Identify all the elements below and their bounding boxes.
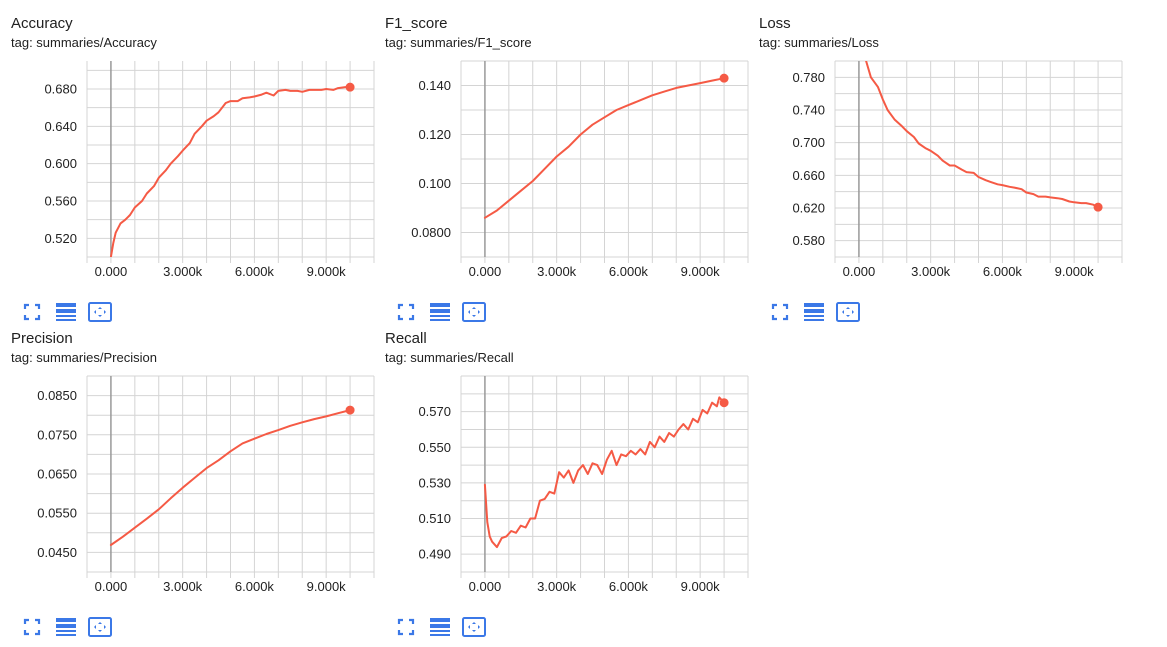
series-end-point [345,82,355,92]
y-tick-label: 0.700 [792,135,825,150]
fit-domain-icon[interactable] [461,299,487,325]
y-tick-label: 0.490 [418,547,451,562]
chart-tag: tag: summaries/Accuracy [11,35,157,50]
chart-tag: tag: summaries/Loss [759,35,879,50]
y-tick-label: 0.0850 [37,388,77,403]
y-tick-label: 0.620 [792,201,825,216]
fit-domain-icon[interactable] [835,299,861,325]
series-line [109,86,352,257]
series-end-point [1093,202,1103,212]
series-end-point [719,398,729,408]
series-end-point [719,73,729,83]
chart-card-precision: Precision tag: summaries/Precision 0.045… [11,329,381,639]
fit-domain-icon[interactable] [461,614,487,640]
fullscreen-icon[interactable] [19,614,45,640]
x-tick-label: 6.000k [235,264,275,279]
y-tick-label: 0.520 [44,231,77,246]
x-tick-label: 9.000k [307,264,347,279]
series-line [483,77,726,219]
y-tick-label: 0.0800 [411,225,451,240]
chart-card-accuracy: Accuracy tag: summaries/Accuracy 0.520 0.… [11,14,381,324]
fullscreen-icon[interactable] [767,299,793,325]
x-tick-label: 0.000 [843,264,876,279]
fit-domain-icon[interactable] [87,299,113,325]
y-tick-label: 0.560 [44,194,77,209]
x-tick-label: 9.000k [1055,264,1095,279]
chart-card-loss: Loss tag: summaries/Loss 0.580 0.620 0.660… [759,14,1129,324]
y-tick-label: 0.660 [792,168,825,183]
chart-title: Precision [11,330,73,347]
chart-plot[interactable]: 0.0450 0.0550 0.0650 0.0750 0.0850 0.000 3.000… [11,329,381,599]
chart-plot[interactable]: 0.520 0.560 0.600 0.640 0.680 0.000 3.000k 6.00… [11,14,381,284]
series-end-point [345,405,355,415]
x-tick-label: 6.000k [609,264,649,279]
y-tick-label: 0.0550 [37,506,77,521]
x-tick-label: 0.000 [95,579,128,594]
y-tick-label: 0.600 [44,156,77,171]
x-tick-label: 0.000 [95,264,128,279]
y-tick-label: 0.570 [418,404,451,419]
x-tick-label: 3.000k [911,264,951,279]
x-tick-label: 0.000 [469,579,502,594]
y-tick-label: 0.510 [418,511,451,526]
series-line [865,61,1100,209]
toggle-log-scale-icon[interactable] [53,299,79,325]
x-tick-label: 9.000k [307,579,347,594]
chart-plot[interactable]: 0.0800 0.100 0.120 0.140 0.000 3.000k 6.000k 9.… [385,14,755,284]
fullscreen-icon[interactable] [393,614,419,640]
y-tick-label: 0.680 [44,82,77,97]
chart-title: Accuracy [11,15,73,32]
toggle-log-scale-icon[interactable] [427,299,453,325]
y-tick-label: 0.0450 [37,545,77,560]
x-tick-label: 3.000k [537,579,577,594]
x-tick-label: 3.000k [163,579,203,594]
chart-tag: tag: summaries/Precision [11,350,157,365]
y-tick-label: 0.0650 [37,467,77,482]
fit-domain-icon[interactable] [87,614,113,640]
x-tick-label: 3.000k [537,264,577,279]
y-tick-label: 0.740 [792,103,825,118]
y-tick-label: 0.640 [44,119,77,134]
y-tick-label: 0.120 [418,127,451,142]
y-tick-label: 0.100 [418,176,451,191]
chart-tag: tag: summaries/Recall [385,350,514,365]
x-tick-label: 9.000k [681,264,721,279]
y-tick-label: 0.530 [418,475,451,490]
toggle-log-scale-icon[interactable] [801,299,827,325]
y-tick-label: 0.0750 [37,427,77,442]
y-tick-label: 0.550 [418,440,451,455]
chart-tag: tag: summaries/F1_score [385,35,532,50]
y-tick-label: 0.140 [418,78,451,93]
chart-title: Loss [759,15,791,32]
y-tick-label: 0.580 [792,233,825,248]
chart-card-recall: Recall tag: summaries/Recall 0.490 0.510 0… [385,329,755,639]
chart-plot[interactable]: 0.580 0.620 0.660 0.700 0.740 0.780 0.000 3.000… [759,14,1129,284]
toggle-log-scale-icon[interactable] [53,614,79,640]
fullscreen-icon[interactable] [19,299,45,325]
x-tick-label: 3.000k [163,264,203,279]
x-tick-label: 6.000k [983,264,1023,279]
chart-plot[interactable]: 0.490 0.510 0.530 0.550 0.570 0.000 3.000k 6.00… [385,329,755,599]
chart-title: F1_score [385,15,448,32]
toggle-log-scale-icon[interactable] [427,614,453,640]
y-tick-label: 0.780 [792,70,825,85]
x-tick-label: 6.000k [235,579,275,594]
fullscreen-icon[interactable] [393,299,419,325]
x-tick-label: 6.000k [609,579,649,594]
chart-title: Recall [385,330,427,347]
x-tick-label: 0.000 [469,264,502,279]
chart-card-f1-score: F1_score tag: summaries/F1_score 0.0800 0… [385,14,755,324]
x-tick-label: 9.000k [681,579,721,594]
series-line [109,409,352,546]
series-line [483,396,726,549]
